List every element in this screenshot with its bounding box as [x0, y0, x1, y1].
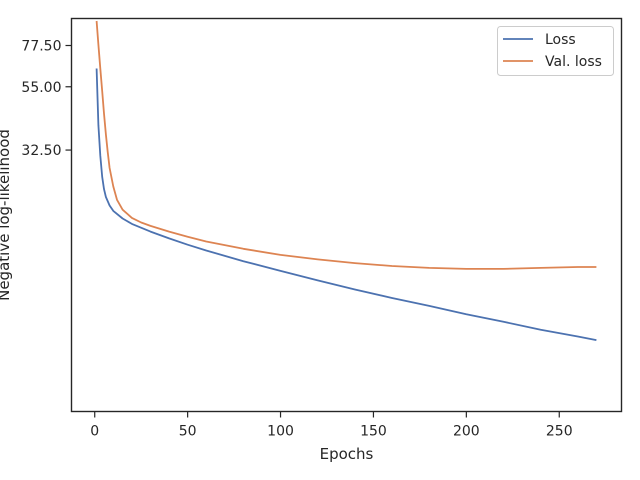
- legend: Loss Val. loss: [497, 26, 614, 76]
- legend-label-loss: Loss: [545, 32, 576, 48]
- series-layer: [95, 20, 597, 341]
- y-tick-label: 77.50: [21, 39, 61, 55]
- x-tick-label: 200: [453, 424, 480, 440]
- y-axis-ticks: 32.50 55.00 77.50: [21, 39, 72, 159]
- y-tick-label: 55.00: [21, 80, 61, 96]
- x-axis-ticks: 0 50 100 150 200 250: [90, 411, 573, 440]
- y-tick-label: 32.50: [21, 143, 61, 159]
- y-axis-label: Negative log-likelihood: [0, 129, 13, 301]
- x-axis-label: Epochs: [320, 445, 374, 463]
- series-line-val-loss: [95, 20, 597, 270]
- x-tick-label: 100: [267, 424, 294, 440]
- x-tick-label: 0: [90, 424, 99, 440]
- plot-area-frame: [70, 17, 623, 413]
- series-line-loss: [95, 68, 597, 341]
- x-tick-label: 150: [360, 424, 387, 440]
- x-tick-label: 250: [546, 424, 573, 440]
- x-tick-label: 50: [179, 424, 197, 440]
- legend-label-val-loss: Val. loss: [545, 54, 602, 70]
